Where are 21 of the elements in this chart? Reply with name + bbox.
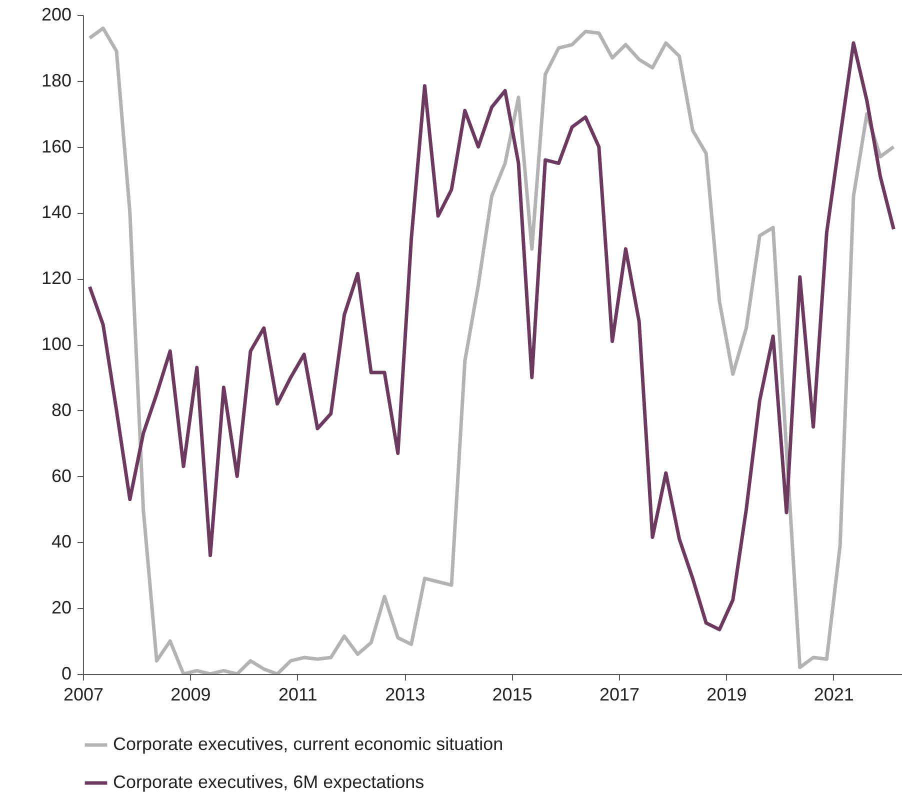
y-tick-label: 120: [41, 268, 72, 288]
x-tick-label: 2011: [278, 684, 318, 704]
x-tick-label: 2021: [814, 684, 854, 704]
y-tick-label: 40: [51, 532, 72, 552]
y-tick-label: 160: [41, 136, 72, 156]
y-tick-label: 80: [51, 400, 72, 420]
legend-label: Corporate executives, 6M expectations: [113, 772, 424, 792]
y-tick-label: 0: [61, 664, 72, 684]
y-tick-label: 200: [41, 4, 72, 24]
x-tick-label: 2009: [170, 684, 211, 704]
y-tick-label: 140: [41, 202, 72, 222]
x-tick-label: 2017: [599, 684, 640, 704]
y-tick-label: 60: [51, 466, 72, 486]
x-tick-label: 2015: [492, 684, 532, 704]
y-tick-label: 180: [41, 70, 72, 90]
x-tick-label: 2013: [385, 684, 426, 704]
x-tick-label: 2019: [706, 684, 747, 704]
x-tick-label: 2007: [63, 684, 104, 704]
y-tick-label: 100: [41, 334, 72, 354]
legend-label: Corporate executives, current economic situation: [113, 734, 504, 754]
y-tick-label: 20: [51, 598, 72, 618]
